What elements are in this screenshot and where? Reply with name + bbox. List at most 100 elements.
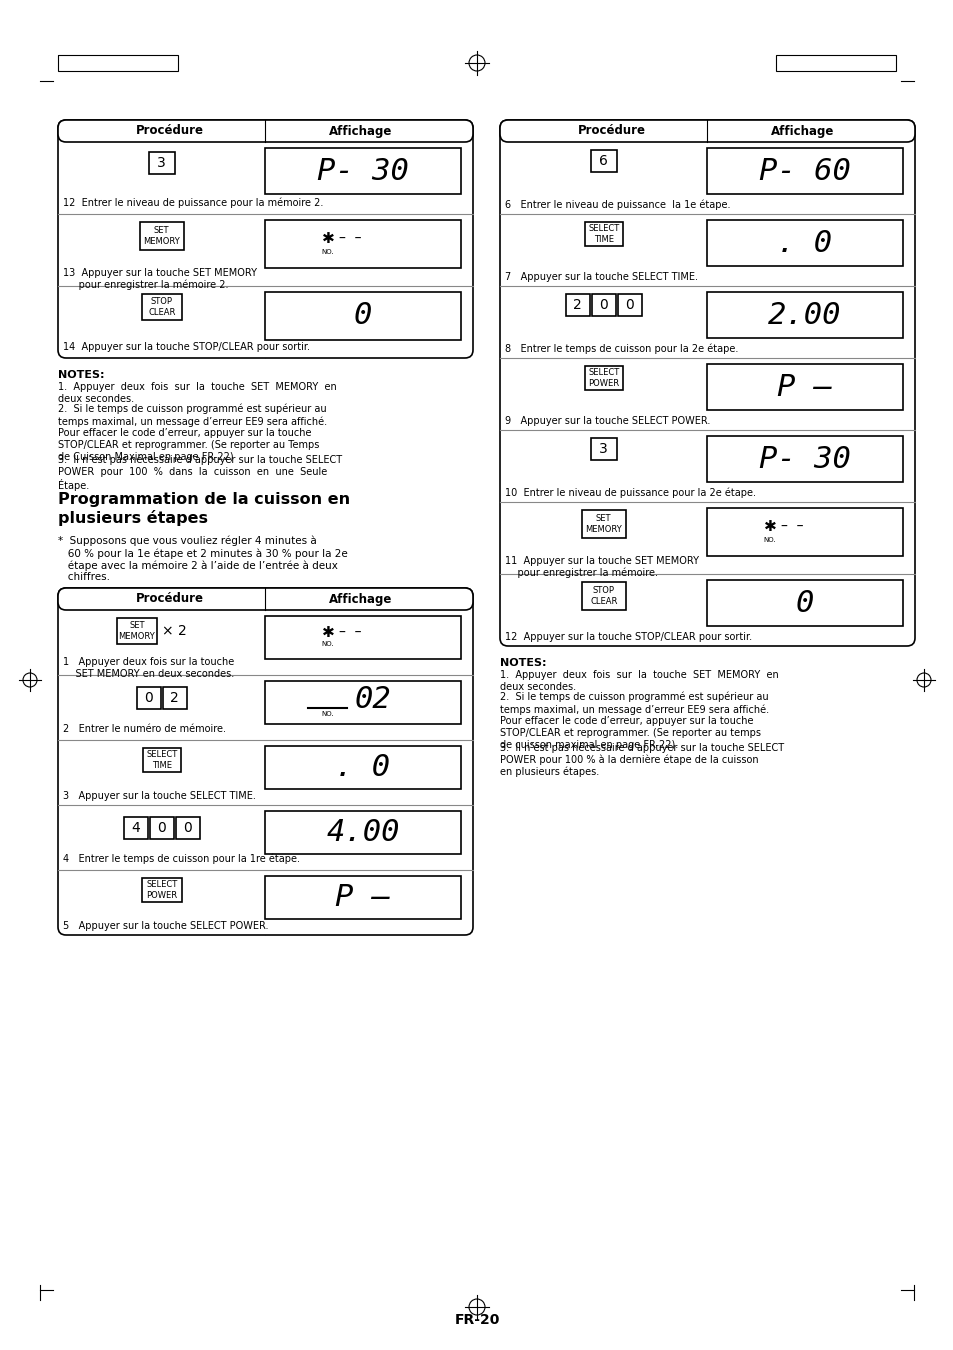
Text: STOP
CLEAR: STOP CLEAR [148, 297, 175, 317]
Bar [707, 220, 902, 266]
Text: 12  Entrer le niveau de puissance pour la mémoire 2.: 12 Entrer le niveau de puissance pour la… [63, 198, 323, 208]
Bar [581, 582, 625, 610]
Text: P –: P – [335, 883, 390, 913]
Text: Affichage: Affichage [770, 124, 834, 138]
Text: Affichage: Affichage [329, 593, 393, 606]
Bar [167, 55, 178, 72]
Bar [80, 55, 91, 72]
FancyBboxPatch shape [58, 120, 473, 358]
Bar [500, 122, 913, 142]
Text: 0: 0 [354, 301, 372, 331]
FancyBboxPatch shape [499, 120, 914, 142]
Bar [265, 747, 460, 788]
Bar [265, 811, 460, 855]
Bar [707, 148, 902, 194]
FancyBboxPatch shape [58, 589, 473, 936]
Text: 3.  Il n’est pas nécessaire d’appuyer sur la touche SELECT
POWER  pour  100  %  : 3. Il n’est pas nécessaire d’appuyer sur… [58, 455, 342, 490]
Text: . 0: . 0 [335, 753, 390, 782]
Text: 4: 4 [132, 821, 140, 836]
Bar [59, 589, 472, 610]
Text: 3: 3 [598, 441, 607, 456]
Bar [136, 687, 161, 709]
Text: 0: 0 [144, 691, 153, 705]
Text: 3.  Il n’est pas nécessaire d’appuyer sur la touche SELECT
POWER pour 100 % à la: 3. Il n’est pas nécessaire d’appuyer sur… [499, 743, 783, 778]
Bar [584, 366, 622, 390]
Text: SET
MEMORY: SET MEMORY [585, 514, 621, 533]
Text: 2.  Si le temps de cuisson programmé est supérieur au
temps maximal, un message : 2. Si le temps de cuisson programmé est … [499, 693, 768, 749]
Text: P- 60: P- 60 [759, 157, 850, 185]
Text: SET
MEMORY: SET MEMORY [118, 621, 155, 641]
Text: . 0: . 0 [777, 228, 832, 258]
Text: 14  Appuyer sur la touche STOP/CLEAR pour sortir.: 14 Appuyer sur la touche STOP/CLEAR pour… [63, 342, 310, 352]
Bar [175, 817, 199, 838]
Bar [707, 292, 902, 338]
Text: 1.  Appuyer  deux  fois  sur  la  touche  SET  MEMORY  en
deux secondes.: 1. Appuyer deux fois sur la touche SET M… [58, 382, 336, 404]
Text: ✱: ✱ [321, 625, 334, 640]
Bar [265, 616, 460, 659]
Bar [797, 55, 808, 72]
Bar [123, 55, 134, 72]
Text: 9   Appuyer sur la touche SELECT POWER.: 9 Appuyer sur la touche SELECT POWER. [504, 416, 710, 427]
Bar [775, 55, 786, 72]
Bar [851, 55, 862, 72]
Bar [265, 220, 460, 269]
Text: 2   Entrer le numéro de mémoire.: 2 Entrer le numéro de mémoire. [63, 724, 226, 734]
Text: 13  Appuyer sur la touche SET MEMORY
     pour enregistrer la mémoire 2.: 13 Appuyer sur la touche SET MEMORY pour… [63, 269, 256, 290]
Bar [590, 150, 616, 171]
Text: 2: 2 [171, 691, 179, 705]
Text: 2.  Si le temps de cuisson programmé est supérieur au
temps maximal, un message : 2. Si le temps de cuisson programmé est … [58, 404, 327, 462]
Bar [830, 55, 841, 72]
Text: NO.: NO. [321, 248, 334, 255]
Text: 8   Entrer le temps de cuisson pour la 2e étape.: 8 Entrer le temps de cuisson pour la 2e … [504, 344, 738, 355]
Text: 11  Appuyer sur la touche SET MEMORY
    pour enregistrer la mémoire.: 11 Appuyer sur la touche SET MEMORY pour… [504, 556, 699, 578]
Text: NOTES:: NOTES: [58, 370, 105, 379]
Text: 2: 2 [573, 298, 581, 312]
Text: NO.: NO. [321, 711, 334, 717]
Bar [134, 55, 145, 72]
Text: ✱: ✱ [762, 518, 776, 533]
Text: NO.: NO. [762, 537, 776, 543]
Text: × 2: × 2 [162, 624, 187, 639]
Bar [265, 680, 460, 724]
Bar [69, 55, 80, 72]
Bar [143, 748, 180, 772]
Bar [707, 580, 902, 626]
Bar [590, 437, 616, 460]
Text: 10  Entrer le niveau de puissance pour la 2e étape.: 10 Entrer le niveau de puissance pour la… [504, 487, 755, 498]
Bar [841, 55, 851, 72]
Bar [149, 153, 174, 174]
Text: 6   Entrer le niveau de puissance  la 1e étape.: 6 Entrer le niveau de puissance la 1e ét… [504, 200, 730, 211]
Bar [873, 55, 884, 72]
Text: Procédure: Procédure [136, 593, 204, 606]
Bar [775, 55, 895, 72]
Bar [150, 817, 173, 838]
Bar [707, 436, 902, 482]
Text: P- 30: P- 30 [759, 444, 850, 474]
Text: P –: P – [777, 373, 832, 401]
FancyBboxPatch shape [499, 120, 914, 647]
Bar [618, 294, 641, 316]
Bar [59, 122, 472, 142]
Bar [145, 55, 156, 72]
Bar [265, 148, 460, 194]
FancyBboxPatch shape [58, 589, 473, 610]
FancyBboxPatch shape [58, 120, 473, 142]
Bar [265, 292, 460, 340]
Text: 0: 0 [625, 298, 634, 312]
Text: 4   Entrer le temps de cuisson pour la 1re étape.: 4 Entrer le temps de cuisson pour la 1re… [63, 855, 299, 864]
Bar [124, 817, 148, 838]
Text: SET
MEMORY: SET MEMORY [143, 227, 180, 246]
Text: 1   Appuyer deux fois sur la touche
    SET MEMORY en deux secondes.: 1 Appuyer deux fois sur la touche SET ME… [63, 657, 234, 679]
Bar [139, 221, 184, 250]
Text: FR-20: FR-20 [454, 1314, 499, 1327]
Text: 3: 3 [157, 157, 166, 170]
Text: 3   Appuyer sur la touche SELECT TIME.: 3 Appuyer sur la touche SELECT TIME. [63, 791, 255, 801]
Bar [808, 55, 819, 72]
Bar [102, 55, 112, 72]
Text: –  –: – – [338, 231, 361, 246]
Text: SELECT
POWER: SELECT POWER [587, 369, 618, 387]
Text: 0: 0 [157, 821, 166, 836]
Bar [142, 878, 182, 902]
Bar [565, 294, 589, 316]
Bar [819, 55, 830, 72]
